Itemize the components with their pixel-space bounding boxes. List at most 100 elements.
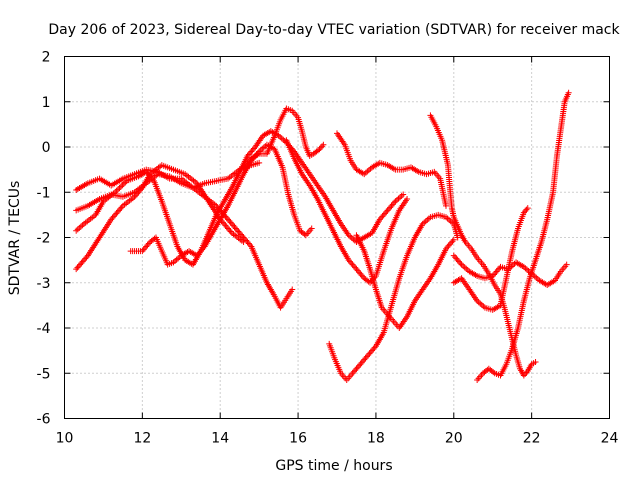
data-point-group — [353, 166, 366, 177]
data-point-group — [384, 162, 397, 172]
data-point-group — [158, 248, 170, 266]
data-point-group — [388, 209, 402, 232]
data-point-group — [228, 170, 242, 191]
data-point-group — [225, 216, 242, 235]
data-point-group — [291, 148, 304, 165]
series-track-8 — [326, 211, 461, 384]
data-point-group — [337, 220, 351, 237]
data-point-group — [361, 275, 372, 285]
data-point-group — [92, 199, 106, 218]
data-point-group — [182, 171, 199, 185]
data-point-group — [158, 198, 172, 226]
data-point-group — [509, 227, 521, 255]
data-point-group — [474, 272, 486, 281]
data-point-group — [372, 249, 387, 279]
data-point-group — [448, 205, 457, 219]
data-point-group — [404, 299, 417, 320]
data-point-group — [131, 186, 145, 200]
data-point-group — [285, 191, 297, 217]
data-point-group — [158, 162, 175, 172]
data-point-group — [528, 358, 539, 368]
series-track-10 — [353, 232, 457, 331]
data-point-group — [400, 164, 413, 173]
data-point-group — [411, 222, 425, 241]
data-point-group — [240, 156, 254, 171]
data-point-group — [244, 145, 257, 160]
data-point-group — [108, 204, 125, 223]
data-point-group — [553, 127, 564, 160]
data-point-group — [248, 159, 263, 169]
data-point-group — [361, 165, 374, 178]
data-point-group — [557, 261, 570, 275]
data-point-group — [147, 235, 158, 246]
data-point-group — [298, 171, 312, 187]
data-point-group — [450, 220, 461, 241]
data-point-group — [271, 146, 285, 169]
data-point-group — [378, 304, 390, 316]
data-point-group — [166, 220, 180, 248]
data-point-group — [289, 107, 300, 119]
data-point-group — [561, 89, 572, 105]
data-point-group — [302, 225, 315, 239]
y-tick-label: -1 — [37, 185, 51, 201]
data-point-group — [139, 240, 152, 255]
data-point-group — [277, 297, 289, 311]
data-point-group — [96, 175, 113, 188]
data-point-group — [481, 273, 494, 282]
y-tick-label: -3 — [37, 276, 51, 292]
data-point-group — [297, 227, 308, 238]
data-point-group — [345, 232, 358, 244]
data-point-group — [252, 134, 265, 150]
data-point-group — [481, 304, 494, 313]
y-tick-label: -2 — [37, 231, 51, 247]
data-point-group — [489, 303, 502, 313]
data-point-group — [343, 371, 355, 384]
data-point-group — [450, 252, 464, 267]
data-point-group — [524, 362, 534, 374]
data-point-group — [532, 240, 544, 264]
data-point-group — [437, 175, 449, 209]
data-point-group — [201, 178, 218, 187]
data-point-group — [164, 260, 175, 268]
y-tick-label: -6 — [37, 412, 51, 428]
data-point-group — [372, 331, 386, 350]
data-point-group — [392, 191, 407, 205]
data-point-group — [209, 218, 223, 236]
data-point-group — [248, 151, 261, 162]
x-tick-label: 20 — [445, 431, 463, 447]
data-point-group — [73, 222, 86, 234]
y-tick-label: -4 — [37, 321, 51, 337]
data-point-group — [396, 254, 410, 282]
data-point-group — [330, 227, 344, 248]
data-point-group — [515, 211, 527, 232]
data-point-group — [193, 245, 207, 259]
data-point-group — [73, 181, 90, 193]
data-point-group — [497, 277, 509, 309]
data-point-group — [557, 100, 568, 132]
data-point-group — [489, 265, 503, 279]
data-point-group — [221, 186, 234, 205]
data-point-group — [468, 245, 479, 260]
data-point-group — [178, 180, 195, 190]
data-point-group — [201, 231, 215, 250]
data-point-group — [361, 230, 374, 241]
series-track-9 — [334, 130, 449, 209]
series-track-13 — [450, 205, 531, 313]
data-point-group — [361, 248, 373, 271]
data-point-group — [345, 257, 359, 271]
x-axis-label: GPS time / hours — [275, 458, 392, 474]
data-point-group — [347, 157, 359, 171]
data-point-group — [497, 363, 509, 379]
data-point-group — [544, 278, 557, 289]
data-point-group — [439, 137, 451, 167]
data-point-group — [376, 208, 390, 223]
data-point-group — [279, 164, 291, 196]
data-point-group — [536, 277, 549, 288]
data-point-group — [365, 344, 378, 359]
data-point-group — [443, 236, 457, 252]
series-track-14 — [474, 89, 572, 384]
data-point-group — [388, 277, 402, 309]
data-point-group — [213, 199, 227, 218]
data-point-group — [435, 247, 449, 268]
x-tick-label: 24 — [601, 431, 619, 447]
